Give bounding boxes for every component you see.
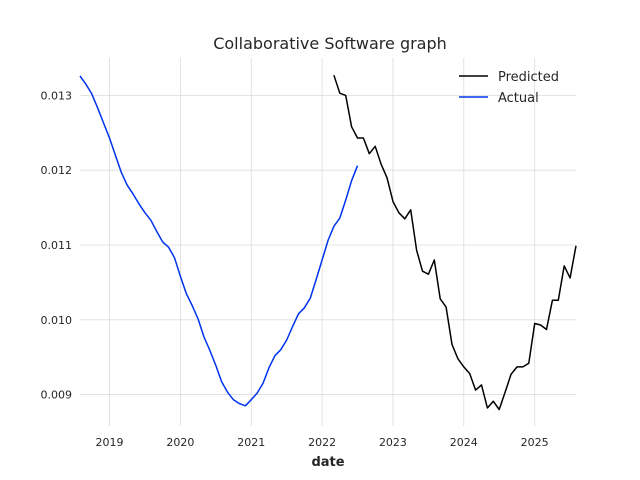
series-line-actual (79, 75, 359, 407)
x-gridlines (109, 58, 536, 426)
y-tick-label: 0.011 (41, 239, 73, 252)
y-tick-label: 0.013 (41, 89, 73, 102)
x-tick-label: 2021 (237, 436, 265, 449)
x-tick-label: 2022 (308, 436, 336, 449)
x-tick-label: 2023 (379, 436, 407, 449)
chart-title: Collaborative Software graph (213, 34, 447, 53)
x-axis-label: date (311, 455, 344, 470)
y-tick-label: 0.009 (41, 389, 73, 402)
series-lines (79, 74, 577, 411)
legend-label-actual: Actual (498, 91, 539, 106)
legend-label-predicted: Predicted (498, 70, 559, 85)
series-line-predicted (333, 74, 577, 411)
x-tick-label: 2020 (166, 436, 194, 449)
legend: Predicted Actual (459, 70, 559, 106)
y-tick-label: 0.012 (41, 164, 73, 177)
y-axis-ticks: 0.009 0.010 0.011 0.012 0.013 (41, 89, 73, 401)
y-tick-label: 0.010 (41, 314, 73, 327)
x-axis-ticks: 2019 2020 2021 2022 2023 2024 2025 (96, 436, 549, 449)
y-gridlines (80, 94, 576, 395)
x-tick-label: 2025 (521, 436, 549, 449)
x-tick-label: 2019 (96, 436, 124, 449)
x-tick-label: 2024 (450, 436, 478, 449)
